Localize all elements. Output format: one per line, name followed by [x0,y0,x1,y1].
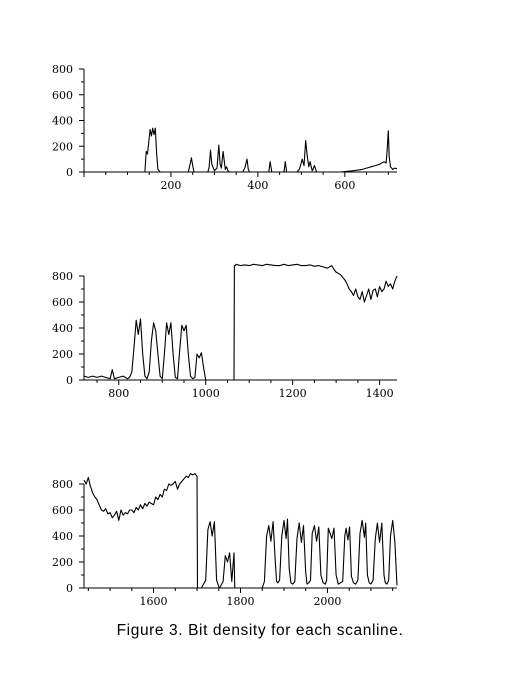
x-tick-label: 400 [247,179,268,192]
y-tick-label: 800 [52,478,73,491]
figure-caption: Figure 3. Bit density for each scanline. [116,622,404,639]
x-tick-label: 1400 [366,387,394,400]
y-tick-label: 0 [66,374,73,387]
y-tick-label: 800 [52,270,73,283]
y-tick-label: 600 [52,89,73,102]
series-line [83,473,398,589]
x-tick-label: 1600 [140,595,168,608]
y-tick-label: 400 [52,322,73,335]
x-tick-label: 600 [334,179,355,192]
y-tick-label: 400 [52,530,73,543]
y-tick-label: 600 [52,296,73,309]
chart-panel-middle: 0 200 400 600 800 800 1000 1200 1400 [52,263,398,400]
y-tick-label: 600 [52,504,73,517]
x-tick-label: 1000 [192,387,220,400]
x-tick-label: 2000 [313,595,341,608]
chart-panel-top: 0 200 400 600 800 200 400 600 [52,63,398,192]
chart-panel-bottom: 0 200 400 600 800 1600 1800 2000 [52,473,398,608]
x-tick-label: 200 [160,179,181,192]
y-tick-label: 200 [52,556,73,569]
x-tick-label: 1200 [279,387,307,400]
x-tick-label: 800 [108,387,129,400]
series-line [83,263,398,381]
y-tick-label: 800 [52,63,73,76]
x-tick-label: 1800 [227,595,255,608]
y-tick-label: 0 [66,582,73,595]
y-tick-label: 400 [52,115,73,128]
y-tick-label: 200 [52,140,73,153]
y-tick-label: 0 [66,166,73,179]
series-line [84,127,398,173]
y-tick-label: 200 [52,348,73,361]
